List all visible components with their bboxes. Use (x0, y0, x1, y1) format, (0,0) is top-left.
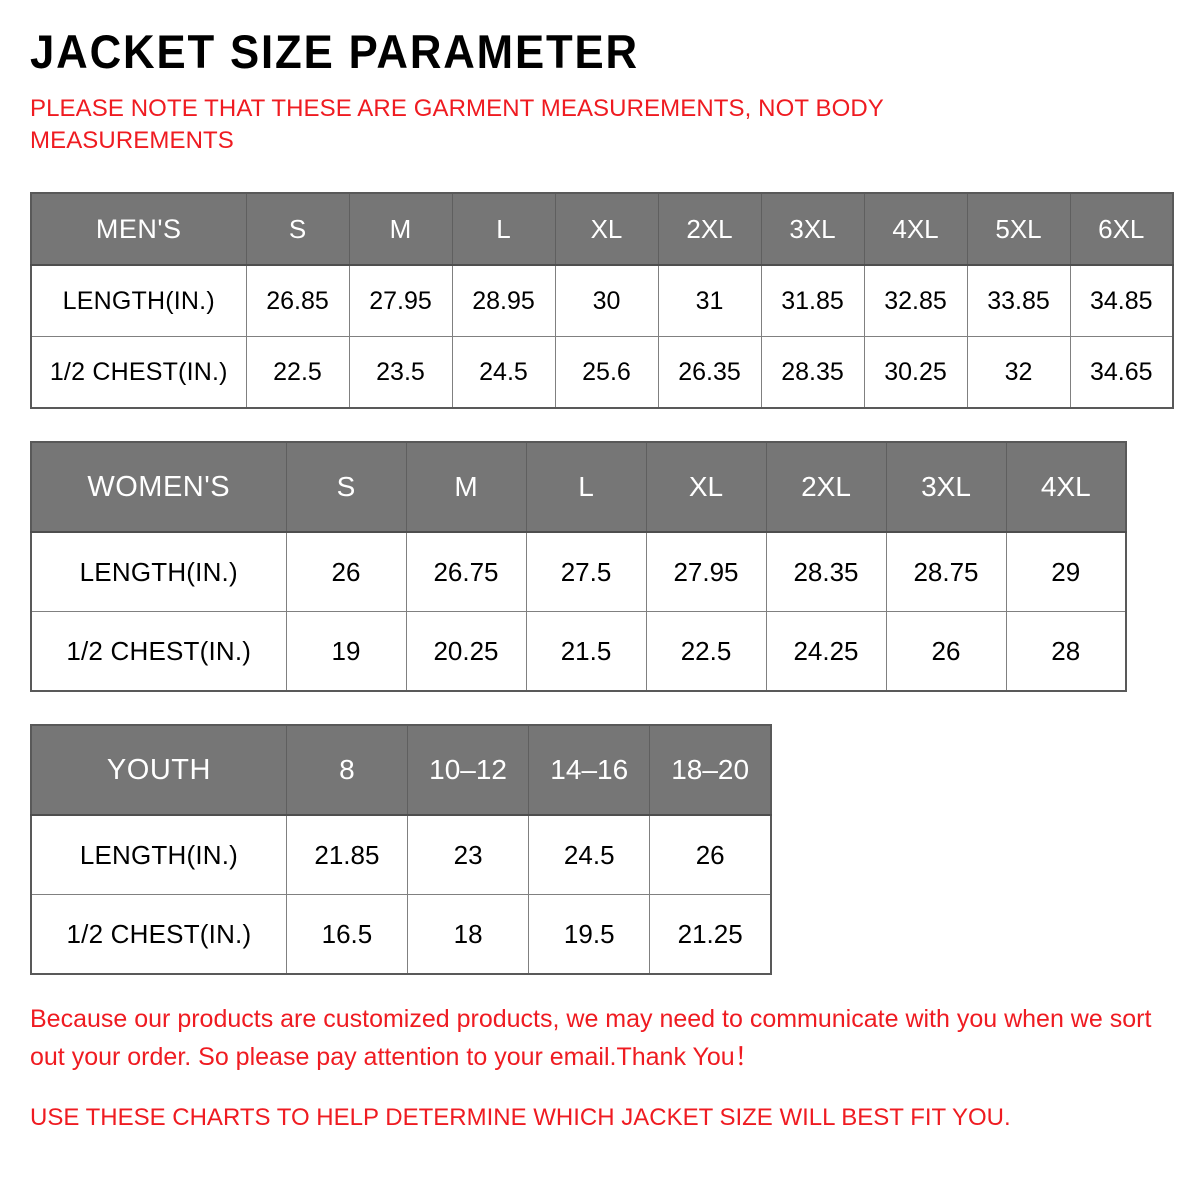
table-row: LENGTH(IN.) 26 26.75 27.5 27.95 28.35 28… (30, 531, 1127, 613)
mens-size-header-6xl: 6XL (1069, 192, 1174, 267)
youth-length-8: 21.85 (285, 814, 409, 896)
mens-length-l: 28.95 (451, 264, 556, 338)
womens-chest-4xl: 28 (1005, 611, 1127, 692)
mens-length-4xl: 32.85 (863, 264, 968, 338)
table-row: 1/2 CHEST(IN.) 16.5 18 19.5 21.25 (30, 894, 772, 975)
mens-size-header-5xl: 5XL (966, 192, 1071, 267)
mens-length-6xl: 34.85 (1069, 264, 1174, 338)
womens-chest-xl: 22.5 (645, 611, 767, 692)
mens-size-header-l: L (451, 192, 556, 267)
mens-chest-s: 22.5 (245, 336, 350, 409)
womens-chest-label: 1/2 CHEST(IN.) (30, 611, 287, 692)
mens-chest-label: 1/2 CHEST(IN.) (30, 336, 247, 409)
mens-chest-5xl: 32 (966, 336, 1071, 409)
womens-size-header-m: M (405, 441, 527, 534)
womens-size-header-s: S (285, 441, 407, 534)
youth-chest-10-12: 18 (406, 894, 530, 975)
womens-size-header-4xl: 4XL (1005, 441, 1127, 534)
customization-notice: Because our products are customized prod… (30, 1005, 1152, 1071)
table-row: 1/2 CHEST(IN.) 19 20.25 21.5 22.5 24.25 … (30, 611, 1127, 692)
mens-length-label: LENGTH(IN.) (30, 264, 247, 338)
youth-size-header-10-12: 10–12 (406, 724, 530, 817)
womens-length-3xl: 28.75 (885, 531, 1007, 613)
mens-length-s: 26.85 (245, 264, 350, 338)
womens-size-header-l: L (525, 441, 647, 534)
womens-group-label: WOMEN'S (30, 441, 287, 534)
table-row: 1/2 CHEST(IN.) 22.5 23.5 24.5 25.6 26.35… (30, 336, 1174, 409)
womens-chest-s: 19 (285, 611, 407, 692)
youth-size-header-8: 8 (285, 724, 409, 817)
youth-chest-8: 16.5 (285, 894, 409, 975)
womens-size-header-3xl: 3XL (885, 441, 1007, 534)
womens-length-m: 26.75 (405, 531, 527, 613)
mens-size-header-2xl: 2XL (657, 192, 762, 267)
womens-size-table: WOMEN'S S M L XL 2XL 3XL 4XL LENGTH(IN.)… (30, 441, 1127, 693)
youth-length-10-12: 23 (406, 814, 530, 896)
mens-size-table: MEN'S S M L XL 2XL 3XL 4XL 5XL 6XL LENGT… (30, 192, 1174, 410)
garment-measurement-disclaimer: PLEASE NOTE THAT THESE ARE GARMENT MEASU… (30, 95, 884, 154)
youth-size-table: YOUTH 8 10–12 14–16 18–20 LENGTH(IN.) 21… (30, 724, 772, 976)
mens-chest-4xl: 30.25 (863, 336, 968, 409)
womens-size-header-2xl: 2XL (765, 441, 887, 534)
mens-length-xl: 30 (554, 264, 659, 338)
womens-size-header-xl: XL (645, 441, 767, 534)
table-header-row: WOMEN'S S M L XL 2XL 3XL 4XL (30, 441, 1127, 534)
womens-length-4xl: 29 (1005, 531, 1127, 613)
mens-length-3xl: 31.85 (760, 264, 865, 338)
mens-size-header-3xl: 3XL (760, 192, 865, 267)
mens-length-m: 27.95 (348, 264, 453, 338)
womens-length-2xl: 28.35 (765, 531, 887, 613)
youth-chest-18-20: 21.25 (649, 894, 772, 975)
youth-length-18-20: 26 (649, 814, 772, 896)
youth-size-header-18-20: 18–20 (649, 724, 772, 817)
mens-size-header-xl: XL (554, 192, 659, 267)
womens-length-l: 27.5 (525, 531, 647, 613)
mens-group-label: MEN'S (30, 192, 247, 267)
womens-chest-l: 21.5 (525, 611, 647, 692)
womens-length-label: LENGTH(IN.) (30, 531, 287, 613)
table-row: LENGTH(IN.) 26.85 27.95 28.95 30 31 31.8… (30, 264, 1174, 338)
table-header-row: MEN'S S M L XL 2XL 3XL 4XL 5XL 6XL (30, 192, 1174, 267)
youth-length-14-16: 24.5 (528, 814, 651, 896)
table-row: LENGTH(IN.) 21.85 23 24.5 26 (30, 814, 772, 896)
womens-length-s: 26 (285, 531, 407, 613)
youth-size-header-14-16: 14–16 (528, 724, 651, 817)
table-header-row: YOUTH 8 10–12 14–16 18–20 (30, 724, 772, 817)
womens-chest-3xl: 26 (885, 611, 1007, 692)
mens-chest-xl: 25.6 (554, 336, 659, 409)
mens-length-5xl: 33.85 (966, 264, 1071, 338)
mens-chest-6xl: 34.65 (1069, 336, 1174, 409)
mens-size-header-4xl: 4XL (863, 192, 968, 267)
page-title: JACKET SIZE PARAMETER (30, 25, 639, 78)
womens-length-xl: 27.95 (645, 531, 767, 613)
youth-length-label: LENGTH(IN.) (30, 814, 287, 896)
womens-chest-m: 20.25 (405, 611, 527, 692)
youth-group-label: YOUTH (30, 724, 287, 817)
mens-size-header-s: S (245, 192, 350, 267)
mens-size-header-m: M (348, 192, 453, 267)
mens-length-2xl: 31 (657, 264, 762, 338)
mens-chest-m: 23.5 (348, 336, 453, 409)
youth-chest-label: 1/2 CHEST(IN.) (30, 894, 287, 975)
womens-chest-2xl: 24.25 (765, 611, 887, 692)
chart-usage-notice: USE THESE CHARTS TO HELP DETERMINE WHICH… (30, 1104, 1011, 1132)
youth-chest-14-16: 19.5 (528, 894, 651, 975)
mens-chest-l: 24.5 (451, 336, 556, 409)
mens-chest-2xl: 26.35 (657, 336, 762, 409)
mens-chest-3xl: 28.35 (760, 336, 865, 409)
